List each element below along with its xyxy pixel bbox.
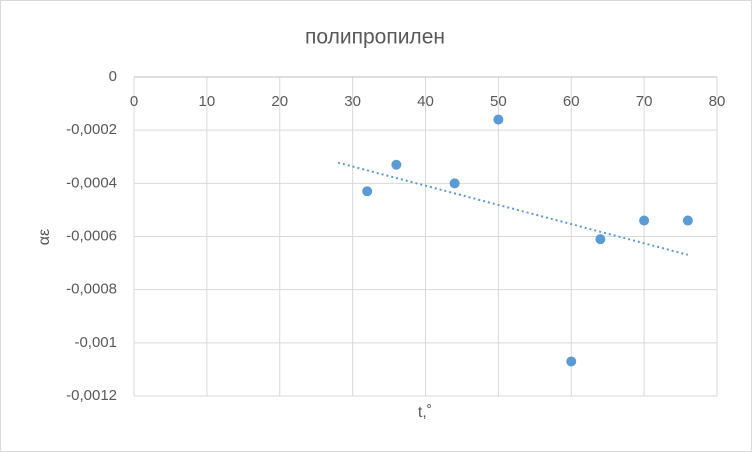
trendline: [337, 161, 689, 256]
x-tick-label: 10: [199, 93, 216, 110]
y-tick-label: -0,0012: [66, 387, 117, 404]
y-axis-label: αε: [36, 229, 53, 245]
x-tick-label: 40: [417, 93, 434, 110]
x-tick-label: 50: [490, 93, 507, 110]
x-tick-label: 80: [709, 93, 726, 110]
x-tick-label: 30: [344, 93, 361, 110]
y-tick-label: -0,0006: [66, 227, 117, 244]
x-tick-label: 60: [563, 93, 580, 110]
y-tick-label: -0,001: [74, 334, 117, 351]
y-tick-label: -0,0008: [66, 281, 117, 298]
data-point: [639, 215, 650, 226]
x-tick-label: 0: [130, 93, 138, 110]
data-point: [362, 186, 373, 197]
y-tick-label: -0,0004: [66, 174, 117, 191]
data-point: [566, 356, 577, 367]
data-point: [493, 114, 504, 125]
data-point: [682, 215, 693, 226]
x-tick-label: 70: [636, 93, 653, 110]
data-point: [449, 178, 460, 189]
data-point: [595, 234, 606, 245]
data-point: [391, 159, 402, 170]
chart-title: полипропилен: [305, 26, 445, 49]
y-tick-label: 0: [109, 68, 117, 85]
y-tick-label: -0,0002: [66, 121, 117, 138]
x-tick-label: 20: [271, 93, 288, 110]
x-axis-label: t,˚: [418, 404, 432, 421]
